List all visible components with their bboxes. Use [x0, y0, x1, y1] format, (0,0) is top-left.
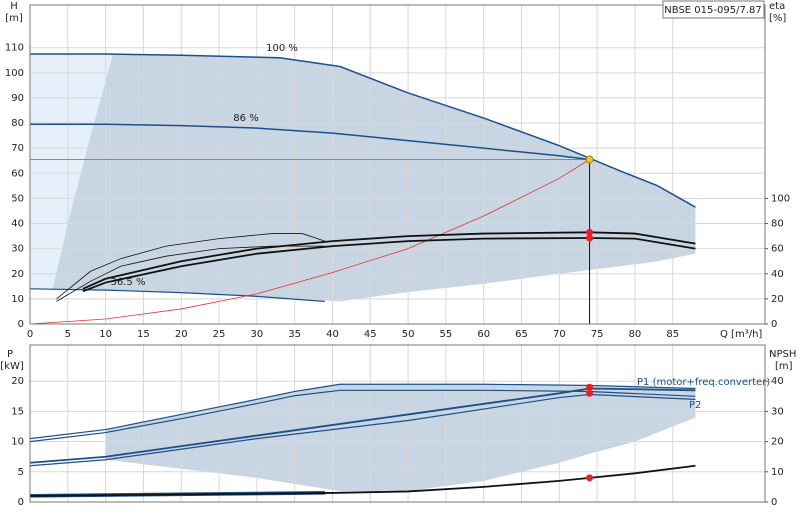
y-tick-label: 90 [11, 93, 24, 104]
x-tick-label: 80 [629, 329, 642, 340]
y-tick-label: 15 [11, 406, 24, 417]
curve [30, 464, 696, 497]
y2-axis-title: [m] [775, 361, 793, 372]
operating-area [30, 53, 114, 289]
y-tick-label: 110 [5, 43, 24, 54]
y-tick-label: 60 [11, 168, 24, 179]
y-tick-label: 0 [18, 497, 24, 508]
operating-point [586, 474, 594, 482]
x-tick-label: 10 [99, 329, 112, 340]
y2-tick-label: 0 [771, 497, 777, 508]
x-axis-title: Q [m³/h] [720, 329, 762, 340]
operating-point [586, 234, 594, 242]
operating-point [585, 155, 594, 164]
x-tick-label: 75 [591, 329, 604, 340]
y2-axis-title: [%] [769, 13, 786, 24]
x-tick-label: 85 [666, 329, 679, 340]
y2-axis-title: NPSH [769, 349, 796, 360]
curve [30, 288, 325, 302]
y-tick-label: 10 [11, 437, 24, 448]
title-box [662, 0, 765, 19]
curve [30, 53, 696, 208]
curve [56, 245, 325, 302]
curve [30, 490, 325, 496]
y2-tick-label: 80 [771, 219, 784, 230]
x-tick-label: 50 [402, 329, 415, 340]
x-tick-label: 5 [65, 329, 71, 340]
x-tick-label: 65 [515, 329, 528, 340]
operating-point [586, 383, 594, 391]
y-tick-label: 20 [11, 376, 24, 387]
curve [30, 389, 696, 443]
x-tick-label: 60 [477, 329, 490, 340]
y-tick-label: 10 [11, 294, 24, 305]
y-tick-label: 100 [5, 68, 24, 79]
y-axis-title: [kW] [0, 361, 24, 372]
y-tick-label: 50 [11, 193, 24, 204]
curve [82, 237, 696, 293]
y-tick-label: 80 [11, 118, 24, 129]
curve-label: P2 [689, 400, 701, 411]
x-tick-label: 35 [288, 329, 301, 340]
y2-axis-title: eta [769, 1, 785, 12]
y2-tick-label: 100 [771, 193, 790, 204]
curve [30, 123, 590, 161]
x-tick-label: 70 [553, 329, 566, 340]
y-axis-title: H [10, 1, 18, 12]
y2-tick-label: 20 [771, 294, 784, 305]
y-axis-title: P [7, 349, 13, 360]
operating-point [586, 389, 594, 397]
y-axis-title: [m] [5, 13, 23, 24]
curve [56, 233, 326, 300]
curve [30, 383, 696, 440]
y-tick-label: 20 [11, 269, 24, 280]
y2-tick-label: 60 [771, 244, 784, 255]
y2-tick-label: 40 [771, 376, 784, 387]
x-tick-label: 25 [213, 329, 226, 340]
curve-label: P1 (motor+freq.converter) [637, 377, 770, 388]
x-tick-label: 45 [364, 329, 377, 340]
curve [30, 159, 590, 324]
x-tick-label: 55 [440, 329, 453, 340]
y2-tick-label: 0 [771, 319, 777, 330]
chart-title: NBSE 015-095/7.87 [664, 5, 761, 16]
y2-tick-label: 30 [771, 406, 784, 417]
curve-label: 36.5 % [111, 277, 146, 288]
plot-frame [29, 4, 766, 325]
x-tick-label: 40 [326, 329, 339, 340]
y-tick-label: 0 [18, 319, 24, 330]
curve [82, 231, 696, 290]
x-tick-label: 20 [175, 329, 188, 340]
y-tick-label: 30 [11, 244, 24, 255]
x-tick-label: 15 [137, 329, 150, 340]
x-tick-label: 30 [250, 329, 263, 340]
operating-point [586, 228, 594, 236]
y-tick-label: 40 [11, 219, 24, 230]
y2-tick-label: 20 [771, 437, 784, 448]
curve [30, 493, 325, 498]
curve-label: 100 % [266, 43, 298, 54]
y2-tick-label: 10 [771, 467, 784, 478]
y-tick-label: 5 [18, 467, 24, 478]
x-tick-label: 0 [27, 329, 33, 340]
curve-label: 86 % [233, 113, 258, 124]
y-tick-label: 70 [11, 143, 24, 154]
plot-frame [29, 344, 766, 503]
y2-tick-label: 40 [771, 269, 784, 280]
